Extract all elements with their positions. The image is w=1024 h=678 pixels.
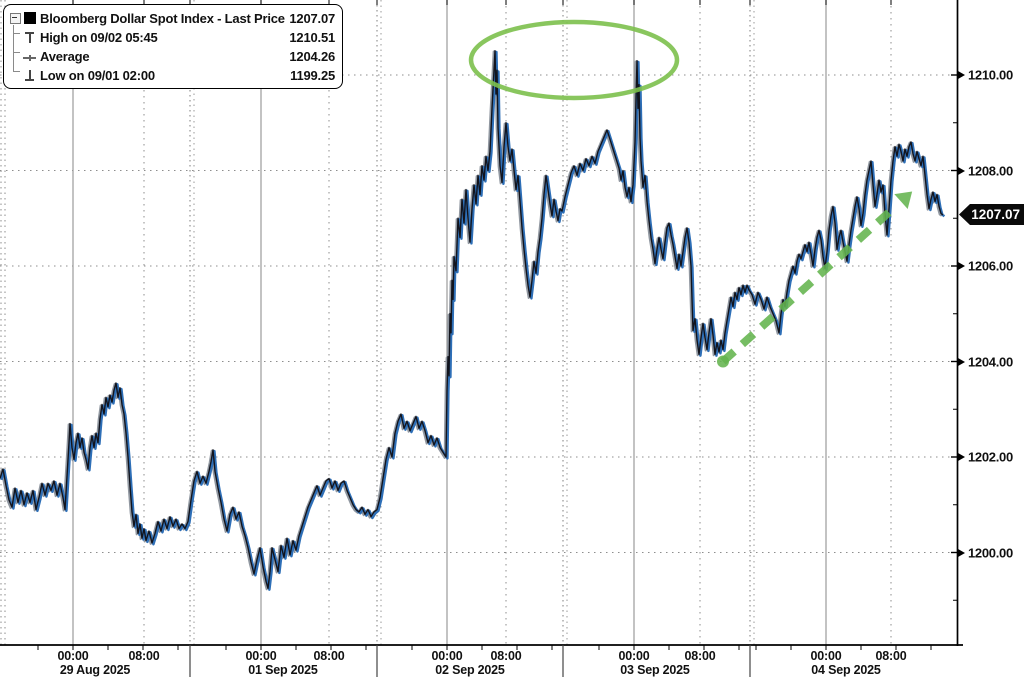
trend-arrow-head: [894, 191, 913, 209]
low-marker-icon: [25, 70, 34, 81]
y-axis-tick-label: 1206.00: [968, 258, 1013, 274]
x-axis-time-label: 08:00: [684, 649, 716, 663]
x-axis-time-label: 00:00: [57, 649, 89, 663]
x-axis-date-label: 01 Sep 2025: [248, 663, 318, 677]
legend-value: 1199.25: [290, 68, 335, 83]
y-axis-tick-label: 1204.00: [968, 354, 1013, 369]
x-axis-time-label: 08:00: [490, 649, 522, 663]
price-line-gray: [0, 50, 943, 591]
legend-row-last-price: Bloomberg Dollar Spot Index - Last Price…: [10, 9, 335, 28]
x-axis-date-label: 04 Sep 2025: [811, 663, 881, 677]
x-axis-time-label: 00:00: [618, 649, 650, 663]
high-marker-icon: [25, 32, 34, 43]
x-axis-time-label: 00:00: [810, 649, 842, 663]
y-axis-tick-label: 1210.00: [968, 67, 1013, 83]
price-line-blue: [0, 50, 946, 591]
legend-value: 1204.26: [289, 49, 335, 64]
y-axis-tick-arrow-icon: [958, 71, 965, 79]
y-axis-tick-arrow-icon: [958, 357, 965, 366]
x-axis-time-label: 08:00: [875, 649, 907, 663]
price-line-black: [0, 49, 944, 590]
legend-label: Low on 09/01 02:00: [40, 68, 155, 83]
x-axis-date-label: 03 Sep 2025: [620, 663, 690, 677]
y-axis-tick-arrow-icon: [958, 262, 965, 270]
collapse-toggle-icon[interactable]: [10, 13, 21, 24]
y-axis-tick-label: 1208.00: [968, 163, 1013, 178]
legend-label: High on 09/02 05:45: [40, 30, 158, 45]
y-axis-tick-label: 1200.00: [968, 545, 1013, 560]
legend-row-high: High on 09/02 05:45 1210.51: [10, 28, 335, 47]
legend-row-average: Average 1204.26: [10, 47, 335, 66]
last-price-tag: 1207.07: [959, 204, 1024, 225]
average-marker-icon: [23, 55, 36, 61]
legend-label: Average: [40, 49, 90, 64]
y-axis-tick-arrow-icon: [958, 453, 965, 461]
legend-tree-stub: [13, 71, 20, 72]
legend-tree-stub: [13, 33, 20, 34]
x-axis-time-label: 00:00: [431, 649, 463, 663]
trend-arrow-shaft: [720, 202, 900, 365]
legend-label: Bloomberg Dollar Spot Index - Last Price: [40, 11, 285, 26]
x-axis-date-label: 02 Sep 2025: [435, 663, 505, 677]
legend-tree-line: [13, 25, 14, 72]
x-axis-time-label: 00:00: [245, 649, 277, 663]
legend-value: 1210.51: [289, 30, 335, 45]
legend-tree-stub: [13, 52, 20, 53]
legend-row-low: Low on 09/01 02:00 1199.25: [10, 66, 335, 85]
trend-arrow-start-dot: [717, 355, 729, 368]
y-axis-tick-arrow-icon: [958, 166, 965, 175]
legend-value: 1207.07: [289, 11, 335, 26]
series-marker-icon: [24, 12, 36, 24]
y-axis-tick-arrow-icon: [958, 548, 965, 557]
x-axis-time-label: 08:00: [128, 649, 160, 663]
highlight-ellipse-annotation: [468, 19, 680, 101]
chart-legend: Bloomberg Dollar Spot Index - Last Price…: [3, 4, 343, 89]
x-axis-date-label: 29 Aug 2025: [59, 663, 131, 677]
y-axis-tick-label: 1202.00: [968, 449, 1013, 465]
x-axis-time-label: 08:00: [313, 649, 345, 663]
